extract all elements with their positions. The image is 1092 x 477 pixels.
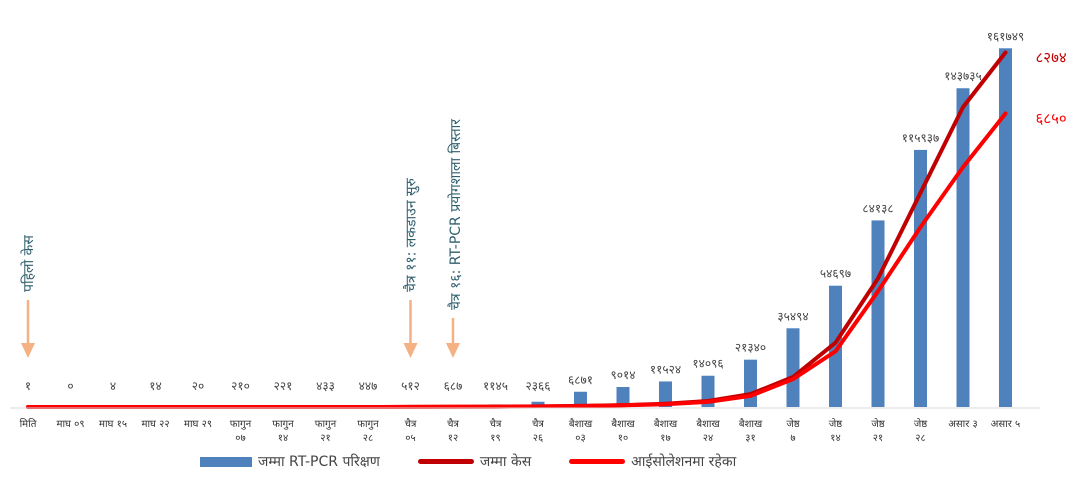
bar <box>829 285 842 407</box>
bar <box>659 381 672 407</box>
x-tick-label: चैत्र १२ <box>447 418 459 444</box>
annotation-text: पहिलो केस <box>20 235 37 292</box>
bar-data-labels: १ ० ४ १४ २० २१० २२१ ४३३ ४४७ ५१२ ६८७ ११४५ २३६६ ६८७१ ९०१… <box>25 29 1024 393</box>
legend-item-tests: जम्मा RT-PCR परिक्षण <box>200 452 380 471</box>
bar-data-label: १ <box>25 379 31 393</box>
bar-data-label: ५४६९७ <box>820 267 851 281</box>
x-tick-label: चैत्र १९ <box>490 418 502 444</box>
x-tick-label: मिति <box>20 418 37 430</box>
bar-data-label: १४३७३५ <box>944 69 981 83</box>
legend-label-tests: जम्मा RT-PCR परिक्षण <box>258 454 380 470</box>
bar-data-label: ११५२४ <box>650 362 681 376</box>
x-tick-label: चैत्र २६ <box>532 418 544 444</box>
bar-data-label: ११४५ <box>483 379 508 393</box>
legend-swatch-cases <box>417 459 474 464</box>
x-tick-label: बैशाख २४ <box>696 418 720 444</box>
x-tick-label: बैशाख ३१ <box>739 418 763 444</box>
annotation-text: चैत्र ११: लकडाउन सुरु <box>403 177 420 292</box>
bar <box>786 328 800 407</box>
bars-group <box>21 48 1012 408</box>
bar-data-label: ९०१४ <box>611 368 636 382</box>
x-tick-label: बैशाख ०३ <box>569 418 593 444</box>
x-tick-label: माघ २९ <box>184 419 212 430</box>
legend-label-cases: जम्मा केस <box>479 454 532 470</box>
x-tick-label: माघ १५ <box>99 419 127 430</box>
annotation-text: चैत्र १६: RT-PCR प्रयोगशाला बिस्तार <box>447 119 464 310</box>
bar-data-label: ४ <box>110 379 116 393</box>
x-tick-label: जेष्ठ २८ <box>914 418 928 444</box>
legend-label-isolation: आईसोलेशनमा रहेका <box>631 454 737 470</box>
x-tick-label: चैत्र ०५ <box>405 418 417 444</box>
series-line-2 <box>26 111 1008 409</box>
legend-swatch-isolation <box>569 459 626 464</box>
x-tick-label: फागुन ०७ <box>230 419 252 444</box>
bar-data-label: २१३४० <box>735 341 766 355</box>
bar-data-label: ० <box>67 379 73 393</box>
x-tick-label: जेष्ठ ७ <box>786 418 800 444</box>
bar-data-label: ५१२ <box>401 379 420 393</box>
bar <box>914 149 927 408</box>
bar-data-label: ४३३ <box>316 379 335 393</box>
x-tick-label: असार ५ <box>991 419 1020 430</box>
bar <box>744 359 757 407</box>
legend-swatch-tests <box>200 456 252 467</box>
legend-item-cases: जम्मा केस <box>417 452 532 471</box>
x-tick-label: बैशाख १७ <box>654 418 678 444</box>
bar <box>871 220 885 407</box>
series-end-label: ६८५० <box>1036 110 1067 128</box>
bar-data-label: २३६६ <box>526 379 551 393</box>
lines-group: ८२७४ ६८५० <box>26 49 1067 409</box>
annotations-group: पहिलो केस चैत्र ११: लकडाउन सुरु चैत्र १६: … <box>20 119 464 358</box>
bar-data-label: ६८७ <box>444 379 463 393</box>
x-tick-label: फागुन १४ <box>272 419 294 444</box>
bar-data-label: २२१ <box>274 379 293 393</box>
bar <box>999 48 1012 408</box>
x-tick-label: फागुन २८ <box>357 419 379 444</box>
x-tick-label: जेष्ठ २१ <box>871 418 885 444</box>
series-line-1 <box>26 50 1008 409</box>
bar-data-label: ६८७१ <box>568 373 593 387</box>
bar-data-label: ११५९३७ <box>902 131 939 145</box>
bar <box>531 401 545 407</box>
bar-data-label: २० <box>192 379 204 393</box>
annotation-arrowhead <box>446 343 460 358</box>
x-tick-label: जेष्ठ १४ <box>829 418 843 444</box>
x-tick-label: बैशाख १० <box>611 418 635 444</box>
bar-data-label: १४ <box>149 379 161 393</box>
bar-data-label: ४४७ <box>359 379 378 393</box>
bar <box>574 391 587 407</box>
bar-data-label: ३५४९४ <box>777 309 808 323</box>
bar <box>616 387 630 407</box>
bar-data-label: १४०९६ <box>692 357 723 371</box>
bar-data-label: ८४१३८ <box>862 201 893 215</box>
x-tick-label: फागुन २१ <box>315 419 337 444</box>
x-tick-label: माघ ०९ <box>56 419 84 430</box>
x-tick-label: माघ २२ <box>141 419 169 430</box>
annotation-arrowhead <box>403 343 418 358</box>
bar-data-label: २१० <box>231 379 250 393</box>
bar <box>956 88 970 408</box>
annotation-arrowhead <box>21 343 35 358</box>
bar-data-label: १६१७४९ <box>987 29 1024 43</box>
series-end-label: ८२७४ <box>1036 49 1067 67</box>
legend: जम्मा RT-PCR परिक्षण जम्मा केस आईसोलेशनम… <box>200 452 774 471</box>
legend-item-isolation: आईसोलेशनमा रहेका <box>569 452 736 471</box>
x-axis: मिति माघ ०९ माघ १५ माघ २२ माघ २९ फागुन ०७ फागुन… <box>10 407 1040 444</box>
x-tick-label: असार ३ <box>948 419 977 430</box>
